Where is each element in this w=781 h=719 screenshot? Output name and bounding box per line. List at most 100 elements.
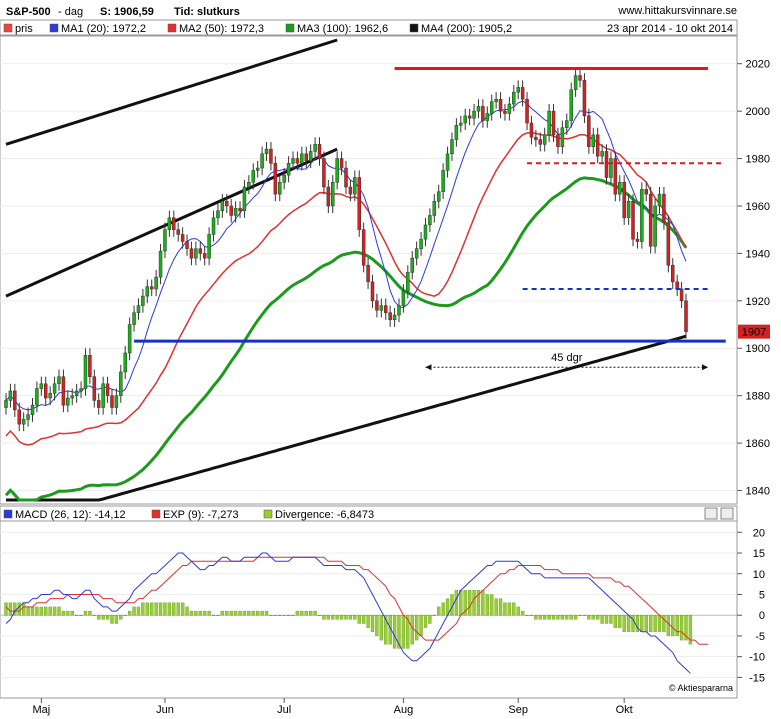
y-tick-label: 1840 — [746, 486, 770, 498]
candle-body — [383, 305, 388, 313]
candle-body — [114, 395, 119, 408]
divergence-bar — [189, 610, 194, 616]
divergence-bar — [357, 615, 361, 624]
candle-body — [273, 163, 278, 195]
candle-body — [357, 177, 361, 230]
y-tick-label: 2000 — [746, 106, 770, 118]
divergence-bar — [551, 615, 556, 620]
divergence-bar — [556, 615, 560, 620]
divergence-bar — [22, 602, 26, 616]
divergence-bar — [512, 602, 516, 616]
candle-body — [132, 312, 136, 325]
divergence-bar — [348, 615, 353, 620]
candle-body — [397, 305, 401, 316]
legend-label: pris — [15, 23, 33, 35]
divergence-bar — [653, 615, 657, 632]
candle-body — [264, 148, 269, 155]
price-badge — [738, 324, 770, 339]
legend-swatch — [151, 509, 161, 519]
divergence-bar — [370, 615, 375, 632]
legend-label: MACD (26, 12): -14,12 — [15, 509, 126, 521]
candle-body — [119, 371, 123, 396]
divergence-bar — [229, 610, 233, 616]
candle-body — [441, 170, 445, 193]
macd-plot — [0, 531, 737, 678]
candle-body — [167, 217, 172, 230]
macd-line — [5, 552, 691, 674]
candle-body — [255, 167, 260, 171]
candle-body — [547, 110, 551, 136]
divergence-bar — [225, 610, 229, 616]
divergence-bar — [375, 615, 379, 637]
candle-body — [361, 229, 366, 266]
divergence-bar — [132, 606, 136, 616]
macd-legend: MACD (26, 12): -14,12 EXP (9): -7,273 Dive… — [3, 509, 374, 521]
divergence-bar — [353, 615, 357, 620]
legend-swatch — [285, 23, 295, 33]
candle-body — [419, 238, 423, 249]
y-tick-label: 2020 — [746, 59, 770, 71]
divergence-bar — [631, 615, 635, 632]
candle-body — [542, 134, 547, 145]
wrench-icon[interactable] — [704, 507, 718, 520]
candle-body — [414, 248, 419, 259]
divergence-bar — [459, 590, 463, 616]
divergence-bar — [92, 615, 96, 616]
candle-body — [476, 106, 481, 112]
divergence-bar — [644, 615, 648, 632]
divergence-bar — [384, 615, 388, 645]
candle-body — [74, 390, 79, 396]
divergence-bar — [649, 615, 653, 632]
candle-body — [481, 106, 485, 121]
divergence-bar — [582, 615, 587, 616]
divergence-bar — [538, 615, 542, 620]
divergence-bar — [57, 606, 61, 616]
divergence-bar — [626, 615, 631, 632]
divergence-bar — [286, 615, 291, 616]
trend-channel-line — [5, 147, 338, 298]
candle-body — [313, 144, 317, 152]
divergence-bar — [565, 615, 569, 620]
candle-body — [666, 222, 671, 266]
candle-body — [308, 151, 313, 162]
candle-body — [300, 153, 304, 164]
divergence-bar — [339, 615, 344, 620]
divergence-bar — [419, 615, 423, 637]
candle-body — [503, 110, 507, 114]
span-arrow-head-left — [425, 364, 432, 371]
candle-body — [525, 99, 529, 124]
candle-body — [260, 153, 264, 169]
divergence-bar — [335, 615, 339, 620]
divergence-bar — [260, 610, 264, 616]
candle-body — [370, 281, 375, 302]
candle-body — [136, 305, 141, 313]
legend-swatch — [3, 23, 13, 33]
divergence-bar — [414, 615, 419, 641]
divergence-bar — [251, 610, 255, 616]
divergence-bar — [560, 615, 565, 620]
candle-body — [322, 158, 326, 188]
candle-body — [344, 167, 348, 188]
candle-body — [30, 404, 35, 415]
divergence-bar — [150, 602, 154, 616]
candle-body — [529, 122, 534, 138]
legend-swatch — [167, 23, 177, 33]
candle-body — [565, 120, 569, 128]
macd-plot-frame — [0, 520, 738, 699]
divergence-bar — [194, 610, 198, 616]
divergence-bar — [485, 594, 489, 616]
legend-swatch — [3, 509, 13, 519]
divergence-bar — [591, 615, 595, 620]
candle-body — [635, 238, 640, 242]
candle-body — [202, 253, 207, 259]
y-tick-label: 1900 — [746, 343, 770, 355]
divergence-bar — [428, 615, 432, 624]
zoom-icon[interactable] — [720, 507, 734, 520]
candle-body — [189, 248, 194, 259]
candle-body — [286, 163, 291, 176]
candle-body — [180, 234, 185, 242]
candle-body — [17, 409, 21, 425]
divergence-bar — [185, 606, 189, 616]
divergence-bar — [596, 615, 600, 620]
divergence-bar — [609, 615, 613, 624]
